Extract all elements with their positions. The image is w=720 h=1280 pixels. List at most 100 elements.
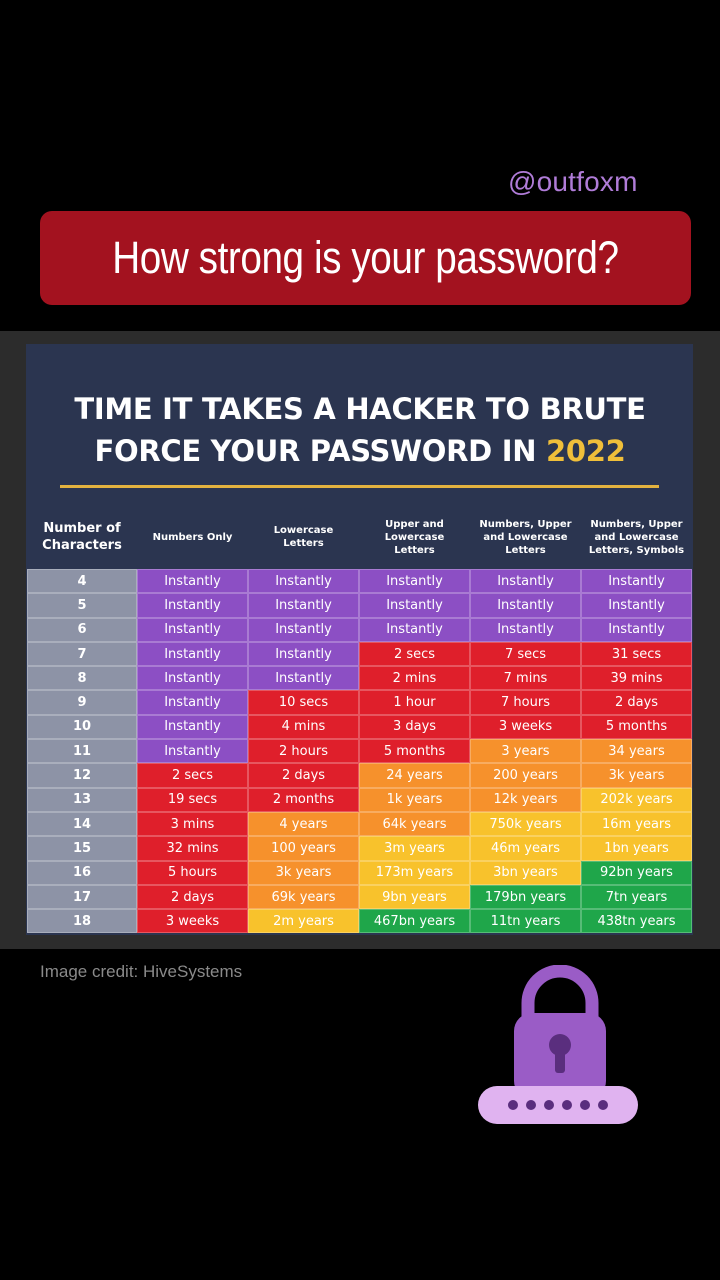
table-cell: Instantly [359, 617, 470, 642]
table-cell: 9bn years [359, 884, 470, 910]
table-row: 8 Instantly Instantly 2 mins 7 mins 39 mins [27, 666, 692, 691]
table-row: 18 3 weeks 2m years 467bn years 11tn years 43… [27, 909, 692, 934]
table-cell: 69k years [248, 884, 359, 910]
table-cell: 3 weeks [137, 909, 248, 934]
brute-force-table: 4 Instantly Instantly Instantly Instantly Ins… [27, 569, 692, 934]
table-cell: 7 mins [470, 666, 581, 691]
table-cell: 2 days [248, 763, 359, 788]
padlock-icon [478, 965, 638, 1124]
password-dot [508, 1100, 518, 1110]
table-cell: Instantly [248, 593, 359, 618]
table-cell: 1bn years [581, 836, 692, 861]
table-row: 13 19 secs 2 months 1k years 12k years 202k y… [27, 787, 692, 812]
column-header-2: Lowercase Letters [273, 525, 334, 549]
table-cell: 3 mins [137, 811, 248, 837]
table-cell: 2 secs [137, 763, 248, 788]
table-row: 12 2 secs 2 days 24 years 200 years 3k years [27, 763, 692, 788]
table-row: 5 Instantly Instantly Instantly Instantly Ins… [27, 593, 692, 618]
table-cell: 2 months [248, 787, 359, 812]
password-dot [598, 1100, 608, 1110]
table-cell: Instantly [581, 569, 692, 594]
table-cell: 31 secs [581, 641, 692, 667]
table-cell: 100 years [248, 836, 359, 861]
row-character-count: 13 [27, 787, 137, 812]
table-cell: 16m years [581, 811, 692, 837]
table-cell: Instantly [248, 617, 359, 642]
column-header-0: Number of Characters [42, 521, 122, 553]
table-cell: 24 years [359, 763, 470, 788]
row-character-count: 10 [27, 714, 137, 740]
table-cell: 438tn years [581, 909, 692, 934]
table-cell: 2 days [581, 690, 692, 715]
table-cell: 200 years [470, 763, 581, 788]
table-cell: Instantly [470, 593, 581, 618]
row-character-count: 16 [27, 860, 137, 885]
table-cell: Instantly [137, 666, 248, 691]
table-cell: 173m years [359, 860, 470, 885]
headline-text: How strong is your password? [112, 232, 619, 283]
password-dot [562, 1100, 572, 1110]
headline-banner: How strong is your password? [40, 211, 691, 305]
table-cell: 46m years [470, 836, 581, 861]
author-handle: @outfoxm [508, 166, 638, 197]
table-cell: 19 secs [137, 787, 248, 812]
table-cell: 467bn years [359, 909, 470, 934]
table-cell: Instantly [248, 641, 359, 667]
column-header-3: Upper and Lowercase Letters [384, 518, 445, 556]
table-cell: 3bn years [470, 860, 581, 885]
row-character-count: 18 [27, 909, 137, 934]
table-cell: Instantly [137, 593, 248, 618]
table-cell: 5 hours [137, 860, 248, 885]
table-cell: 4 mins [248, 714, 359, 740]
title-line-2-text: FORCE YOUR PASSWORD IN [94, 434, 546, 468]
table-cell: 4 years [248, 811, 359, 837]
title-divider [60, 485, 659, 488]
table-cell: 39 mins [581, 666, 692, 691]
row-character-count: 7 [27, 641, 137, 667]
table-cell: 2 mins [359, 666, 470, 691]
table-cell: 3k years [581, 763, 692, 788]
title-year: 2022 [545, 434, 626, 468]
table-cell: 2 hours [248, 739, 359, 764]
table-row: 15 32 mins 100 years 3m years 46m years 1bn y… [27, 836, 692, 861]
table-cell: 12k years [470, 787, 581, 812]
password-dot [544, 1100, 554, 1110]
table-cell: Instantly [137, 617, 248, 642]
table-cell: Instantly [359, 569, 470, 594]
table-cell: 7 secs [470, 641, 581, 667]
table-cell: 3 weeks [470, 714, 581, 740]
table-row: 10 Instantly 4 mins 3 days 3 weeks 5 months [27, 714, 692, 740]
table-cell: Instantly [248, 569, 359, 594]
table-cell: 10 secs [248, 690, 359, 715]
table-row: 6 Instantly Instantly Instantly Instantly Ins… [27, 617, 692, 642]
row-character-count: 17 [27, 884, 137, 910]
table-cell: 7 hours [470, 690, 581, 715]
row-character-count: 8 [27, 666, 137, 691]
password-dot [580, 1100, 590, 1110]
table-cell: Instantly [137, 739, 248, 764]
table-cell: 32 mins [137, 836, 248, 861]
table-cell: 750k years [470, 811, 581, 837]
table-cell: 64k years [359, 811, 470, 837]
column-header-1: Numbers Only [152, 531, 233, 543]
row-character-count: 6 [27, 617, 137, 642]
table-cell: 2 days [137, 884, 248, 910]
password-dots [508, 1100, 608, 1110]
column-header-5: Numbers, Upper and Lowercase Letters, Symb… [588, 518, 685, 556]
table-cell: Instantly [581, 617, 692, 642]
table-cell: 1k years [359, 787, 470, 812]
table-cell: Instantly [248, 666, 359, 691]
table-row: 9 Instantly 10 secs 1 hour 7 hours 2 days [27, 690, 692, 715]
table-cell: Instantly [470, 569, 581, 594]
title-line-2: FORCE YOUR PASSWORD IN 2022 [0, 430, 720, 472]
table-cell: 3m years [359, 836, 470, 861]
table-cell: 179bn years [470, 884, 581, 910]
table-cell: 5 months [359, 739, 470, 764]
row-character-count: 9 [27, 690, 137, 715]
table-cell: 7tn years [581, 884, 692, 910]
row-character-count: 11 [27, 739, 137, 764]
column-header-4: Numbers, Upper and Lowercase Letters [479, 518, 572, 556]
table-cell: Instantly [137, 690, 248, 715]
table-row: 17 2 days 69k years 9bn years 179bn years 7tn… [27, 884, 692, 910]
row-character-count: 5 [27, 593, 137, 618]
